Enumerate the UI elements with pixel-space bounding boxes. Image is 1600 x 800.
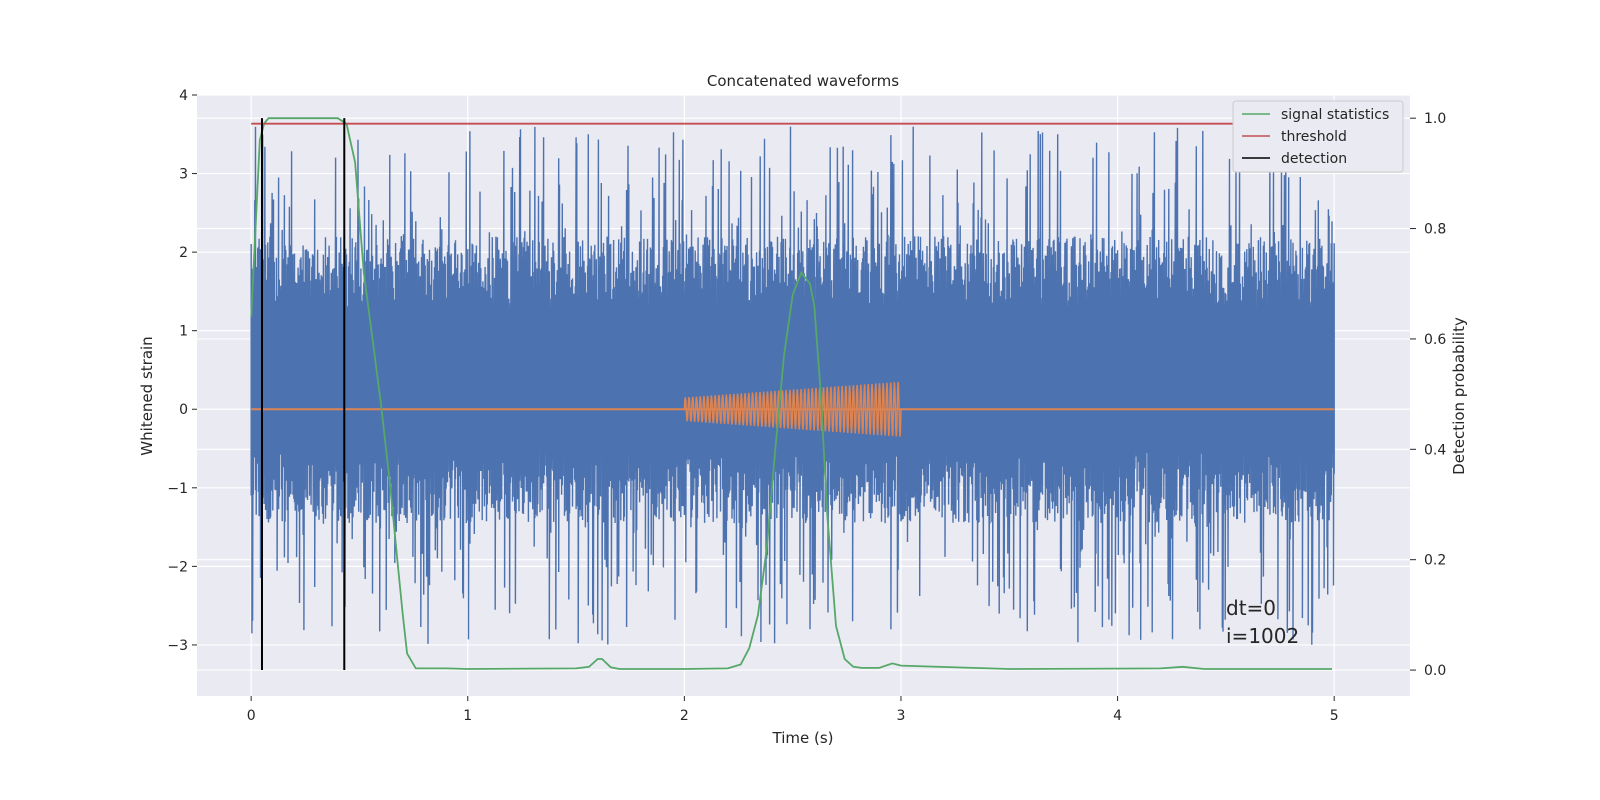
- y-tick-label: 0: [179, 402, 188, 418]
- annotation-index: i=1002: [1226, 624, 1299, 648]
- y-tick-label: −1: [167, 481, 188, 497]
- x-tick-label: 0: [247, 708, 256, 724]
- legend: signal statistics threshold detection: [1232, 100, 1404, 173]
- x-axis-title: Time (s): [772, 729, 834, 747]
- x-axis: 0 1 2 3 4 5: [247, 696, 1339, 724]
- y-tick-label: 1: [179, 324, 188, 340]
- detection-lines: [260, 118, 346, 671]
- y2-axis-title: Detection probability: [1450, 317, 1468, 475]
- injection-series: [683, 381, 902, 437]
- y2-tick-label: 1.0: [1424, 111, 1446, 127]
- legend-box: [1232, 100, 1404, 173]
- x-tick-label: 5: [1330, 708, 1339, 724]
- legend-label-signal-statistics: signal statistics: [1281, 107, 1389, 123]
- y2-tick-label: 0.2: [1424, 553, 1446, 569]
- annotation-dt: dt=0: [1226, 596, 1276, 620]
- y2-tick-label: 0.0: [1424, 663, 1446, 679]
- y-tick-label: −3: [167, 638, 188, 654]
- y-tick-label: 2: [179, 245, 188, 261]
- y-axis-right: 0.0 0.2 0.4 0.6 0.8 1.0: [1410, 111, 1446, 679]
- chart-title: Concatenated waveforms: [707, 72, 899, 90]
- x-tick-label: 2: [680, 708, 689, 724]
- y-tick-label: 3: [179, 167, 188, 183]
- x-tick-label: 3: [897, 708, 906, 724]
- y-tick-label: 4: [179, 88, 188, 104]
- x-tick-label: 4: [1113, 708, 1122, 724]
- legend-label-detection: detection: [1281, 151, 1347, 167]
- y2-tick-label: 0.8: [1424, 222, 1446, 238]
- y-axis-left: −3 −2 −1 0 1 2 3 4: [167, 88, 197, 654]
- y-tick-label: −2: [167, 559, 188, 575]
- y-axis-title: Whitened strain: [138, 336, 156, 455]
- y2-tick-label: 0.6: [1424, 332, 1446, 348]
- injection-trace: [683, 381, 902, 437]
- x-tick-label: 1: [463, 708, 472, 724]
- legend-label-threshold: threshold: [1281, 129, 1347, 145]
- y2-tick-label: 0.4: [1424, 442, 1446, 458]
